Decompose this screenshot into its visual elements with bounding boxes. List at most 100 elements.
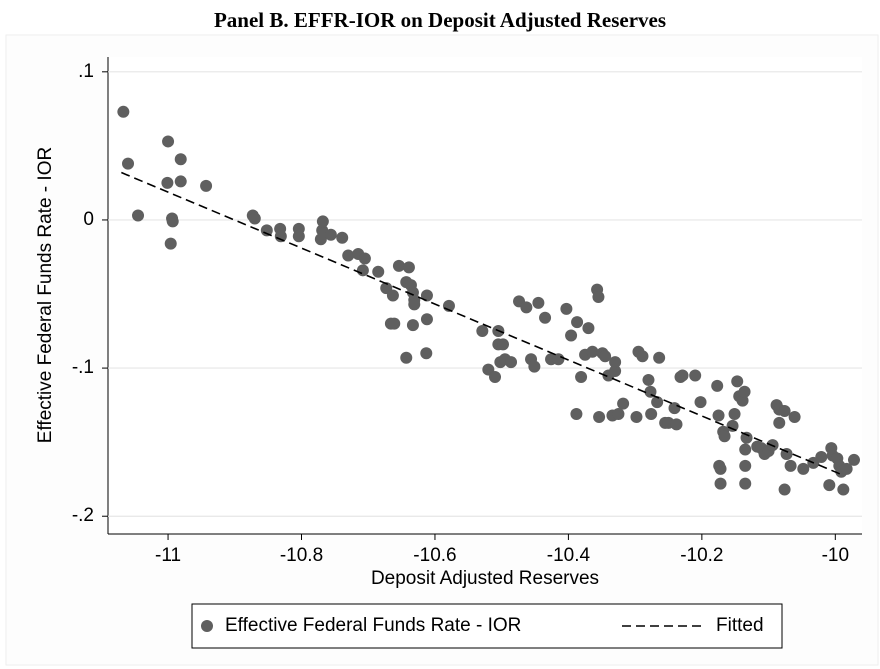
point: [117, 105, 130, 118]
point: [837, 483, 850, 496]
point: [520, 301, 533, 314]
point: [342, 249, 355, 262]
x-tick-label: -10.6: [413, 545, 456, 566]
y-tick-label: 0: [83, 209, 94, 230]
point: [420, 289, 433, 302]
x-tick-label: -10.4: [547, 545, 591, 566]
point: [670, 418, 683, 431]
y-axis-label: Effective Federal Funds Rate - IOR: [35, 147, 56, 443]
point: [392, 259, 405, 272]
point: [292, 230, 305, 243]
point: [788, 410, 801, 423]
point: [388, 317, 401, 330]
point: [712, 409, 725, 422]
point: [593, 410, 606, 423]
point: [651, 396, 664, 409]
point: [778, 405, 791, 418]
point: [174, 175, 187, 188]
point: [162, 135, 175, 148]
point: [668, 402, 681, 415]
point: [815, 450, 828, 463]
point: [823, 479, 836, 492]
point: [132, 209, 145, 222]
y-tick-label: -.2: [72, 505, 94, 526]
point: [406, 319, 419, 332]
point: [575, 370, 588, 383]
point: [372, 265, 385, 278]
x-tick-label: -10.8: [280, 545, 323, 566]
legend-label: Fitted: [716, 615, 764, 636]
point: [586, 345, 599, 358]
point: [642, 373, 655, 386]
legend-marker: [201, 620, 213, 632]
point: [402, 261, 415, 274]
x-axis-label: Deposit Adjusted Reserves: [371, 568, 599, 589]
point: [773, 416, 786, 429]
point: [714, 462, 727, 475]
point: [689, 369, 702, 382]
point: [738, 385, 751, 398]
point: [497, 338, 510, 351]
point: [582, 322, 595, 335]
point: [726, 419, 739, 432]
point: [739, 443, 752, 456]
point: [592, 290, 605, 303]
y-tick-label: -.1: [72, 357, 94, 378]
point: [645, 408, 658, 421]
point: [528, 360, 541, 373]
point: [174, 153, 187, 166]
point: [731, 375, 744, 388]
point: [260, 224, 273, 237]
point: [476, 325, 489, 338]
point: [630, 410, 643, 423]
point: [612, 408, 625, 421]
point: [539, 311, 552, 324]
point: [728, 408, 741, 421]
point: [161, 176, 174, 189]
point: [532, 296, 545, 309]
x-tick-label: -10: [822, 545, 849, 566]
point: [644, 385, 657, 398]
point: [711, 379, 724, 392]
point: [248, 212, 261, 225]
fitted-line: [121, 171, 843, 476]
point: [847, 453, 860, 466]
point: [694, 396, 707, 409]
point: [122, 157, 135, 170]
point: [314, 233, 327, 246]
point: [676, 369, 689, 382]
point: [386, 289, 399, 302]
point: [420, 347, 433, 360]
point: [505, 356, 518, 369]
point: [166, 215, 179, 228]
point: [560, 302, 573, 315]
point: [565, 329, 578, 342]
chart-title: Panel B. EFFR-IOR on Deposit Adjusted Re…: [214, 8, 666, 32]
point: [784, 459, 797, 472]
point: [714, 477, 727, 490]
point: [336, 231, 349, 244]
point: [358, 252, 371, 265]
point: [571, 316, 584, 329]
point: [739, 477, 752, 490]
point: [609, 356, 622, 369]
point: [356, 264, 369, 277]
point: [636, 350, 649, 363]
point: [599, 350, 612, 363]
point: [570, 408, 583, 421]
point: [653, 351, 666, 364]
point: [274, 230, 287, 243]
point: [778, 483, 791, 496]
x-tick-label: -10.2: [680, 545, 723, 566]
point: [617, 397, 630, 410]
y-tick-label: .1: [78, 61, 94, 82]
point: [408, 298, 421, 311]
point: [420, 313, 433, 326]
point: [739, 459, 752, 472]
point: [797, 462, 810, 475]
point: [609, 365, 622, 378]
point: [718, 430, 731, 443]
point: [840, 462, 853, 475]
point: [740, 431, 753, 444]
